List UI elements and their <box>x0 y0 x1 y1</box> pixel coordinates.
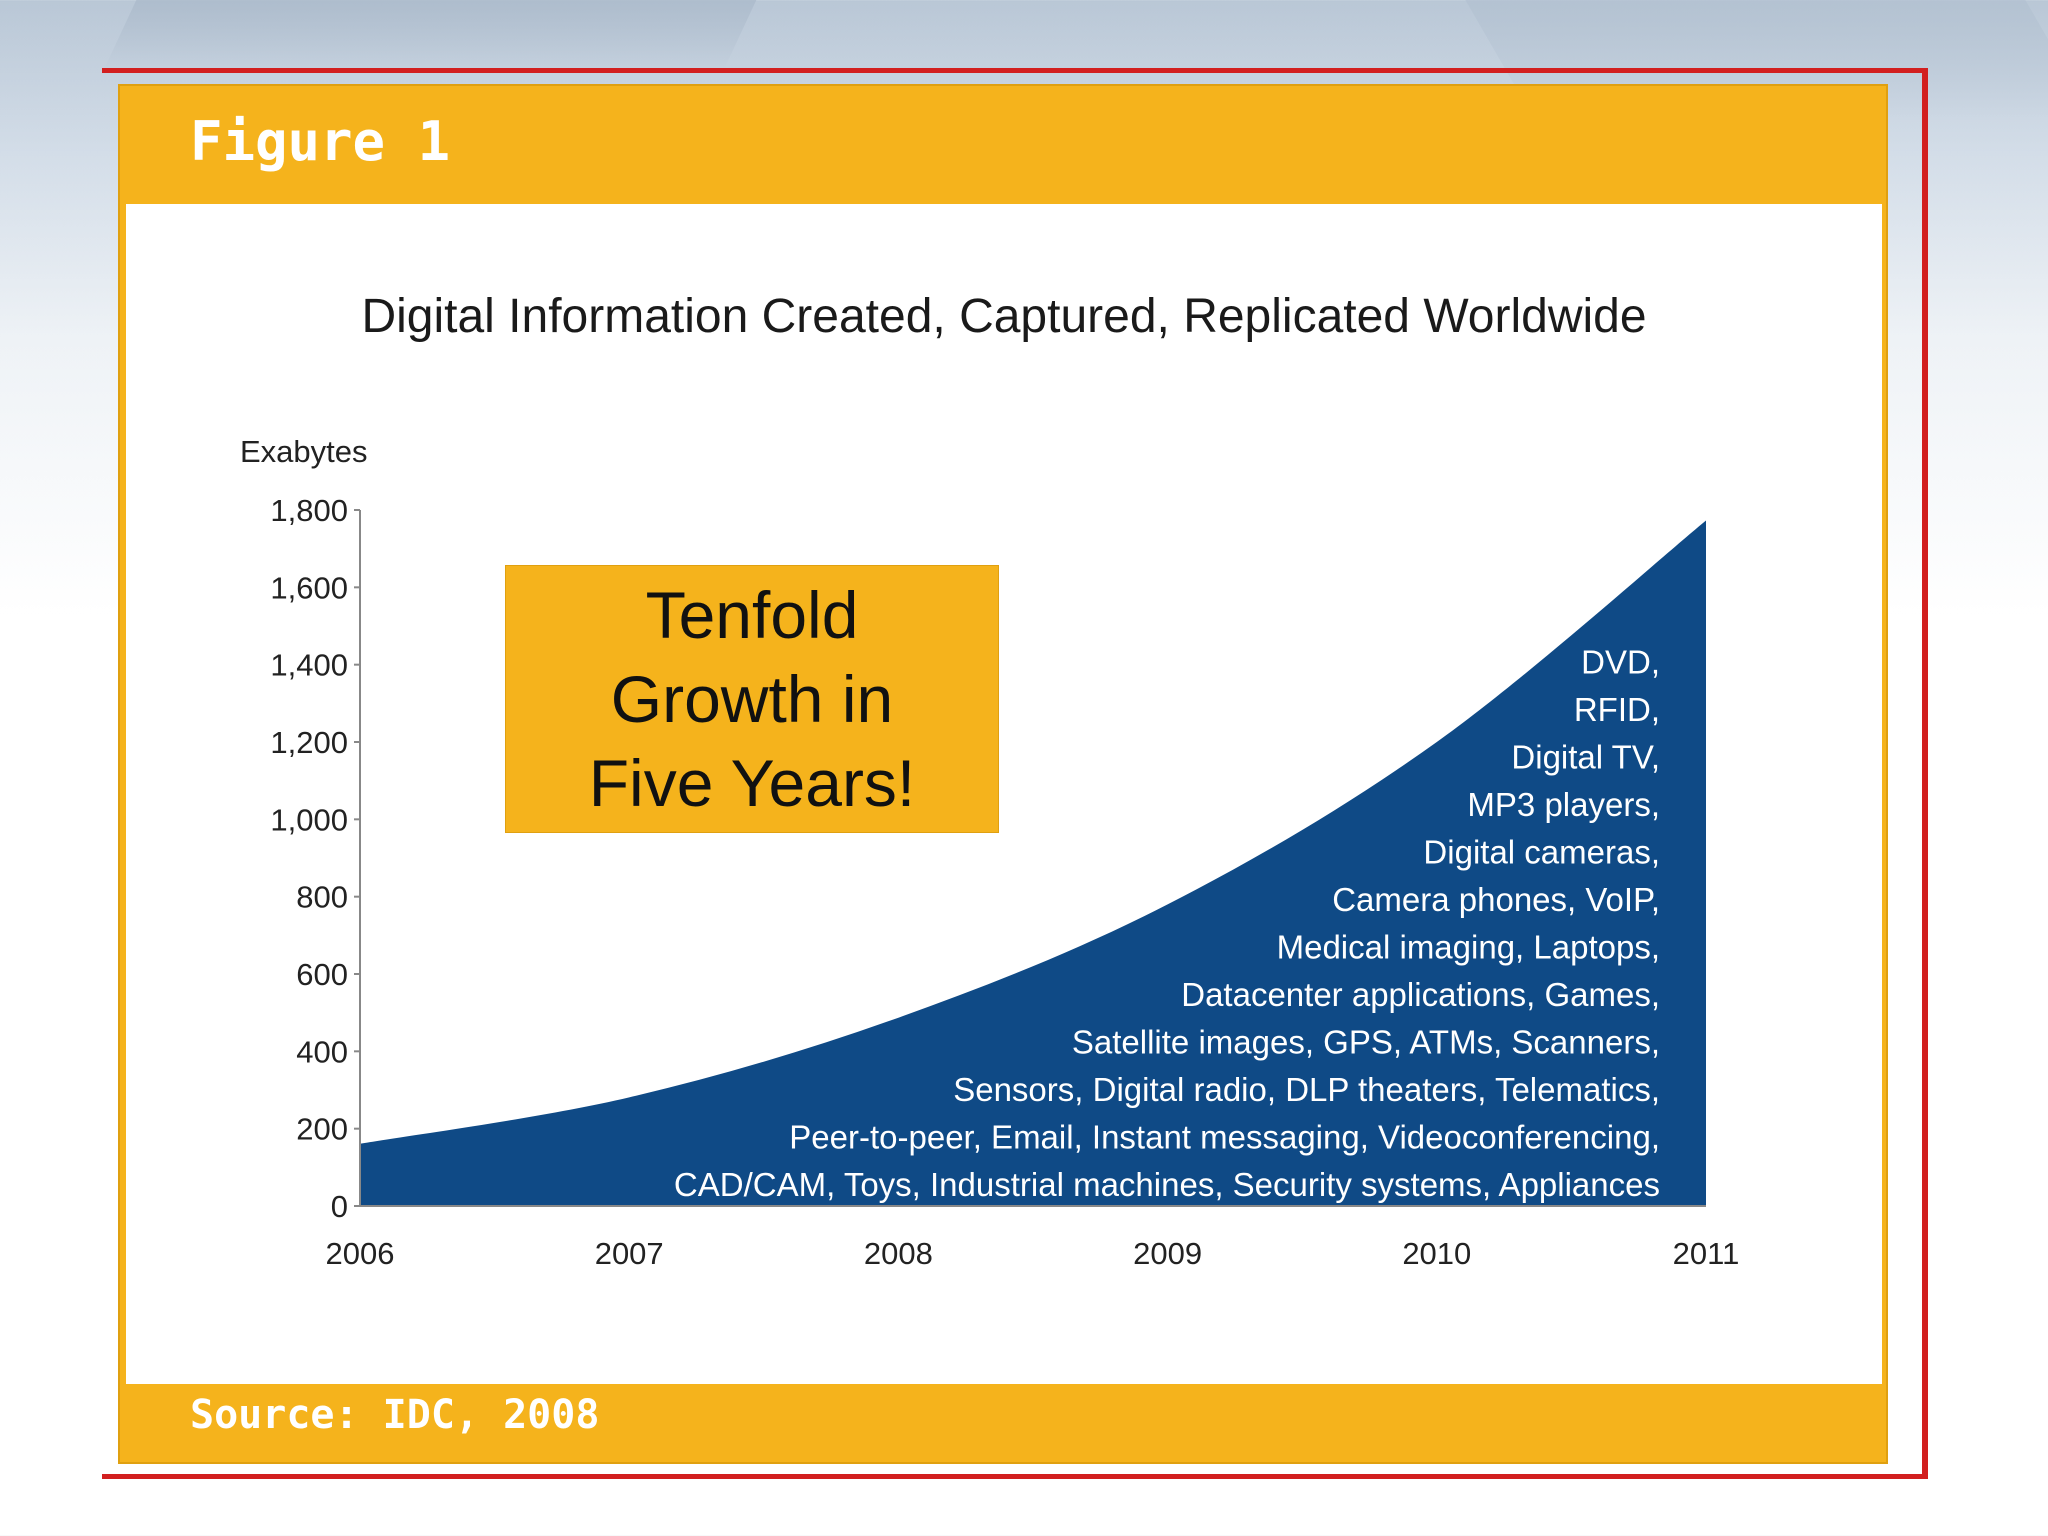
chart-title: Digital Information Created, Captured, R… <box>361 290 1647 343</box>
figure-header-title: Figure 1 <box>190 110 451 173</box>
figure-source: Source: IDC, 2008 <box>190 1392 600 1438</box>
area-label-line: Digital cameras, <box>1423 834 1660 871</box>
tenfold-callout-box: Tenfold Growth in Five Years! <box>505 565 999 833</box>
area-label-line: RFID, <box>1574 691 1660 728</box>
chart-area: Digital Information Created, Captured, R… <box>126 204 1882 1384</box>
x-tick-label: 2009 <box>1133 1236 1202 1271</box>
chart-svg: 0 200 400 600 800 1,000 1,200 1,400 1,600 1,800 20… <box>240 434 1740 1271</box>
figure-panel: Figure 1 Digital Information Created, Ca… <box>118 84 1888 1464</box>
area-label-line: MP3 players, <box>1467 786 1660 823</box>
x-tick-label: 2008 <box>864 1236 933 1271</box>
area-label-line: DVD, <box>1581 644 1660 681</box>
area-label-line: Camera phones, VoIP, <box>1332 881 1660 918</box>
callout-line-2: Growth in <box>610 662 894 736</box>
area-label-line: Peer-to-peer, Email, Instant messaging, … <box>789 1119 1660 1156</box>
area-series-exabytes <box>360 520 1706 1206</box>
y-tick-label: 1,800 <box>270 493 348 528</box>
y-tick-label: 400 <box>296 1034 348 1069</box>
y-tick-label: 1,600 <box>270 570 348 605</box>
area-label-line: CAD/CAM, Toys, Industrial machines, Secu… <box>674 1166 1660 1203</box>
x-tick-label: 2010 <box>1402 1236 1471 1271</box>
callout-line-1: Tenfold <box>645 578 859 652</box>
y-axis-label: Exabytes <box>240 434 368 469</box>
area-label-line: Datacenter applications, Games, <box>1181 976 1660 1013</box>
y-tick-label: 200 <box>296 1112 348 1147</box>
y-tick-label: 600 <box>296 957 348 992</box>
area-label-line: Digital TV, <box>1511 739 1660 776</box>
area-label-line: Sensors, Digital radio, DLP theaters, Te… <box>953 1071 1660 1108</box>
y-tick-label: 800 <box>296 880 348 915</box>
y-tick-label: 1,200 <box>270 725 348 760</box>
x-tick-label: 2007 <box>595 1236 664 1271</box>
y-tick-label: 0 <box>331 1189 348 1224</box>
background-shade-left <box>103 0 757 70</box>
area-label-line: Medical imaging, Laptops, <box>1277 929 1660 966</box>
y-tick-label: 1,400 <box>270 648 348 683</box>
x-tick-label: 2006 <box>326 1236 395 1271</box>
area-label-line: Satellite images, GPS, ATMs, Scanners, <box>1072 1024 1660 1061</box>
red-frame <box>102 68 1928 1479</box>
x-tick-label: 2011 <box>1673 1236 1740 1271</box>
callout-line-3: Five Years! <box>588 746 916 820</box>
y-tick-label: 1,000 <box>270 802 348 837</box>
